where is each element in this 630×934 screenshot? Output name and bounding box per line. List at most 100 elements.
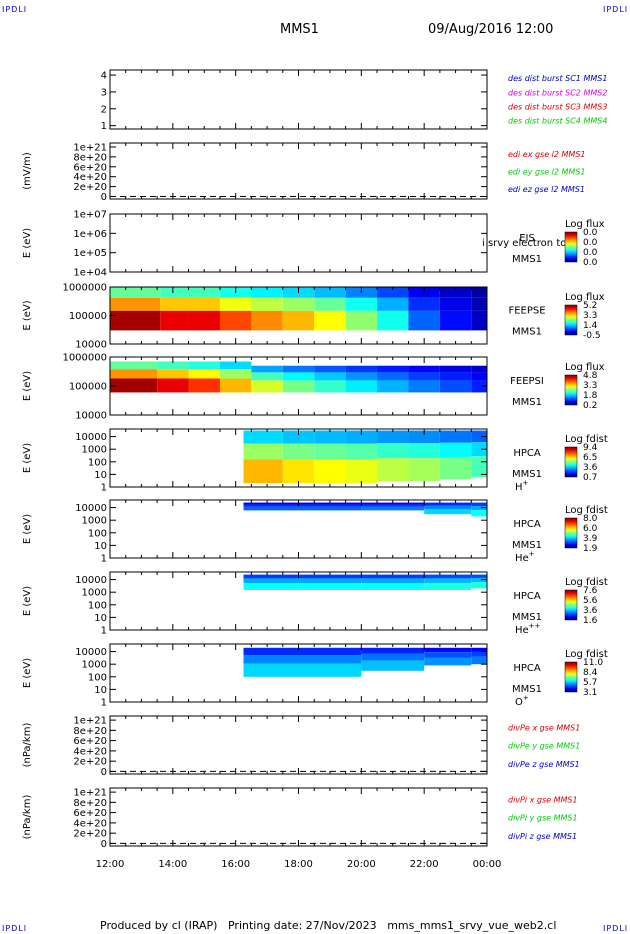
feepsi-spec-cell bbox=[377, 380, 409, 393]
hpca_hepp-colorbar-label: 3.6 bbox=[583, 606, 598, 616]
hpca_h-y-axis-label: E (eV) bbox=[22, 443, 33, 473]
hpca_hepp-species-charge: ++ bbox=[529, 622, 541, 630]
hpca_h-colorbar-label: 6.5 bbox=[583, 453, 597, 463]
feepsi-spec-cell bbox=[345, 372, 378, 381]
feepse-spec-cell bbox=[110, 310, 161, 331]
hpca_hepp-colorbar-label: 1.6 bbox=[583, 616, 598, 626]
hpca_o-colorbar bbox=[564, 661, 578, 693]
hpca_h-species-name: H bbox=[515, 482, 523, 493]
hpca_he-species-charge: + bbox=[529, 550, 535, 558]
hpca_hepp-spec-cell bbox=[298, 583, 362, 590]
divpe_gse-y-tick-label: 2e+20 bbox=[73, 757, 107, 768]
feepsi-spec-cell bbox=[471, 365, 487, 373]
edi_e_gse-y-tick-label: 4e+20 bbox=[73, 172, 107, 183]
feepsi-spec-cell bbox=[377, 365, 409, 373]
hpca_o-y-tick-label: 10000 bbox=[75, 647, 107, 658]
hpca_o-spec-cell bbox=[361, 660, 425, 671]
hpca_o-colorbar-label: 5.7 bbox=[583, 678, 597, 688]
hpca_he-y-axis-label: E (eV) bbox=[22, 514, 33, 544]
feepse-spec-cell bbox=[251, 310, 283, 331]
hpca_he-colorbar-label: 6.0 bbox=[583, 524, 598, 534]
eis-y-tick-label: 1e+05 bbox=[73, 248, 107, 259]
hpca_hepp-y-tick-label: 10000 bbox=[75, 575, 107, 586]
hpca_hepp-spec-cell bbox=[471, 582, 487, 589]
feepse-spec-cell bbox=[471, 287, 487, 298]
feepse-spec-cell bbox=[439, 297, 472, 311]
time-axis-label: 12:00 bbox=[96, 859, 125, 870]
hpca_he-spec-cell bbox=[471, 506, 487, 511]
feepse-spec-cell bbox=[251, 287, 283, 298]
des_dist_burst-legend-entry: des dist burst SC2 MMS2 bbox=[508, 88, 607, 97]
hpca_he-spec-cell bbox=[361, 506, 425, 511]
hpca_hepp-spec-cell bbox=[424, 583, 472, 590]
time-axis-label: 14:00 bbox=[158, 859, 187, 870]
feepsi-spec-cell bbox=[408, 380, 440, 393]
feepse-spacecraft-label: MMS1 bbox=[512, 327, 542, 338]
hpca_h-species-label: H+ bbox=[515, 479, 529, 493]
feepsi-spec-cell bbox=[282, 380, 315, 393]
hpca_o-spec-cell bbox=[243, 647, 299, 656]
feepse-spectrogram bbox=[110, 287, 487, 331]
hpca_h-y-tick-label: 10000 bbox=[75, 432, 107, 443]
hpca_hepp-y-axis-label: E (eV) bbox=[22, 586, 33, 616]
feepse-spec-cell bbox=[471, 297, 487, 311]
hpca_he-colorbar-title: Log fdist bbox=[565, 505, 608, 516]
hpca_he-y-tick-label: 10000 bbox=[75, 503, 107, 514]
divpi_gse-y-axis-label: (nPa/km) bbox=[22, 795, 33, 840]
edi_e_gse-legend-entry: edi ex gse l2 MMS1 bbox=[508, 150, 586, 159]
feepsi-spec-cell bbox=[188, 369, 220, 379]
hpca_h-spec-cell bbox=[408, 430, 440, 444]
divpi_gse-y-tick-label: 8e+20 bbox=[73, 798, 107, 809]
hpca_o-spacecraft-label: MMS1 bbox=[512, 684, 542, 695]
page-title: MMS1 bbox=[280, 22, 319, 37]
feepse-spec-cell bbox=[160, 297, 189, 311]
hpca_hepp-y-tick-label: 10 bbox=[94, 613, 107, 624]
hpca_h-spec-cell bbox=[377, 458, 409, 481]
corner-label-top-right: IPDLI bbox=[603, 5, 629, 14]
eis-y-axis-label: E (eV) bbox=[22, 228, 33, 258]
hpca_h-spec-cell bbox=[243, 430, 283, 444]
feepsi-spec-cell bbox=[219, 378, 252, 393]
hpca_o-y-tick-label: 10 bbox=[94, 685, 107, 696]
divpe_gse-y-tick-label: 4e+20 bbox=[73, 746, 107, 757]
hpca_h-spec-cell bbox=[282, 430, 315, 444]
feepsi-spec-cell bbox=[188, 361, 220, 370]
hpca_h-spec-cell bbox=[314, 459, 346, 484]
hpca_hepp-spec-cell bbox=[361, 583, 425, 590]
feepsi-spec-cell bbox=[110, 361, 158, 370]
feepse-colorbar-title: Log flux bbox=[565, 292, 605, 303]
feepse-spec-cell bbox=[377, 287, 409, 298]
hpca_he-spec-cell bbox=[471, 502, 487, 507]
feepsi-spec-cell bbox=[157, 378, 189, 393]
divpi_gse-legend-entry: divPi x gse MMS1 bbox=[508, 796, 578, 805]
feepsi-spec-cell bbox=[219, 361, 252, 370]
feepsi-spec-cell bbox=[219, 369, 252, 379]
hpca_h-y-tick-label: 1000 bbox=[82, 445, 107, 456]
feepsi-spec-cell bbox=[110, 369, 158, 379]
feepse-spec-cell bbox=[282, 310, 315, 331]
eis-colorbar-label: 0.0 bbox=[583, 258, 598, 268]
feepse-spec-cell bbox=[282, 297, 315, 311]
divpe_gse-legend-entry: divPe x gse MMS1 bbox=[508, 724, 580, 733]
feepsi-spec-cell bbox=[471, 372, 487, 381]
hpca_h-y-tick-label: 100 bbox=[88, 457, 107, 468]
hpca_hepp-spec-cell bbox=[361, 574, 425, 579]
feepsi-spec-cell bbox=[377, 372, 409, 381]
hpca_h-spec-cell bbox=[408, 443, 440, 459]
feepsi-spec-cell bbox=[408, 372, 440, 381]
edi_e_gse-y-tick-label: 1e+21 bbox=[73, 142, 107, 153]
feepsi-spec-cell bbox=[345, 365, 378, 373]
hpca_h-spec-cell bbox=[408, 458, 440, 481]
eis-overlay-text: i srvy electron to bbox=[482, 238, 566, 249]
feepsi-spec-cell bbox=[408, 365, 440, 373]
eis-colorbar-label: 0.0 bbox=[583, 228, 598, 238]
hpca_h-instrument-label: HPCA bbox=[513, 448, 541, 459]
hpca_hepp-spec-cell bbox=[471, 574, 487, 579]
hpca_h-y-tick-label: 10 bbox=[94, 470, 107, 481]
hpca_he-spec-cell bbox=[298, 502, 362, 505]
divpi_gse-panel-frame bbox=[109, 787, 488, 847]
hpca_hepp-spec-cell bbox=[471, 578, 487, 583]
feepsi-spec-cell bbox=[314, 365, 346, 373]
hpca_o-spec-cell bbox=[243, 663, 299, 677]
edi_e_gse-y-tick-label: 0 bbox=[101, 192, 107, 203]
